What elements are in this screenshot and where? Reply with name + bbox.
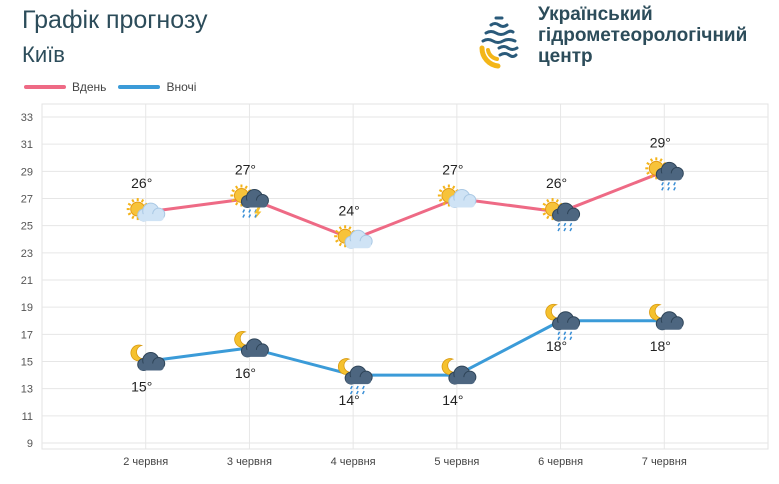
legend-item-day[interactable]: Вдень	[24, 80, 106, 94]
x-tick-label: 2 червня	[123, 456, 168, 468]
data-label-night: 14°	[442, 392, 463, 408]
moon-cloud-weather-icon	[130, 344, 166, 371]
data-label-day: 24°	[339, 202, 360, 218]
y-tick-label: 29	[21, 166, 33, 178]
moon-cloud-rain-weather-icon	[545, 303, 581, 341]
moon-cloud-weather-icon	[649, 303, 684, 331]
org-line-3: центр	[538, 46, 593, 67]
data-label-day: 26°	[546, 175, 567, 191]
sun-cloud-weather-icon	[126, 198, 166, 222]
x-tick-label: 7 червня	[642, 456, 687, 468]
plot-frame	[41, 103, 769, 450]
y-tick-label: 31	[21, 139, 33, 151]
organization-name: Український гідрометеорологічний центр	[538, 4, 747, 67]
data-label-day: 26°	[131, 175, 152, 191]
y-tick-label: 23	[21, 248, 33, 260]
sun-cloud-weather-icon	[437, 184, 477, 208]
legend-swatch-night	[118, 85, 161, 89]
sun-cloud-rain-weather-icon	[645, 157, 684, 191]
y-tick-label: 17	[21, 329, 33, 341]
data-label-night: 14°	[339, 392, 360, 408]
sun-cloud-weather-icon	[334, 225, 373, 249]
x-tick-label: 6 червня	[538, 456, 583, 468]
chart-legend: Вдень Вночі	[24, 80, 208, 94]
data-label-night: 15°	[131, 379, 152, 395]
data-label-day: 27°	[442, 162, 463, 178]
legend-label-night: Вночі	[166, 80, 197, 94]
data-label-night: 18°	[650, 338, 671, 354]
x-tick-label: 5 червня	[434, 456, 479, 468]
sun-cloud-storm-weather-icon	[230, 184, 269, 219]
series-line-night	[145, 319, 665, 377]
moon-cloud-weather-icon	[234, 331, 269, 358]
moon-cloud-weather-icon	[441, 358, 477, 385]
y-tick-label: 15	[21, 357, 33, 369]
sun-cloud-rain-weather-icon	[541, 198, 581, 232]
y-tick-label: 13	[21, 384, 33, 396]
y-tick-label: 19	[21, 302, 33, 314]
y-tick-label: 9	[27, 438, 33, 450]
legend-swatch-day	[24, 85, 66, 89]
x-tick-label: 4 червня	[331, 456, 376, 468]
city-name: Київ	[22, 42, 65, 67]
data-label-day: 29°	[650, 134, 671, 150]
data-label-day: 27°	[235, 162, 256, 178]
legend-label-day: Вдень	[72, 80, 107, 94]
series-line-day	[145, 169, 665, 241]
y-tick-label: 21	[21, 275, 33, 287]
legend-item-night[interactable]: Вночі	[118, 80, 196, 94]
data-label-night: 16°	[235, 365, 256, 381]
y-tick-label: 25	[21, 221, 33, 233]
moon-cloud-rain-weather-icon	[337, 358, 373, 395]
org-line-2: гідрометеорологічний	[538, 25, 748, 46]
x-tick-label: 3 червня	[227, 456, 272, 468]
y-tick-label: 11	[22, 411, 33, 423]
y-tick-label: 33	[21, 112, 33, 124]
org-line-1: Український	[538, 4, 653, 25]
data-label-night: 18°	[546, 338, 567, 354]
left-edge	[0, 0, 8, 484]
page-title: Графік прогнозу	[22, 6, 208, 34]
hydromet-logo-icon	[479, 16, 519, 69]
y-tick-label: 27	[21, 194, 33, 206]
